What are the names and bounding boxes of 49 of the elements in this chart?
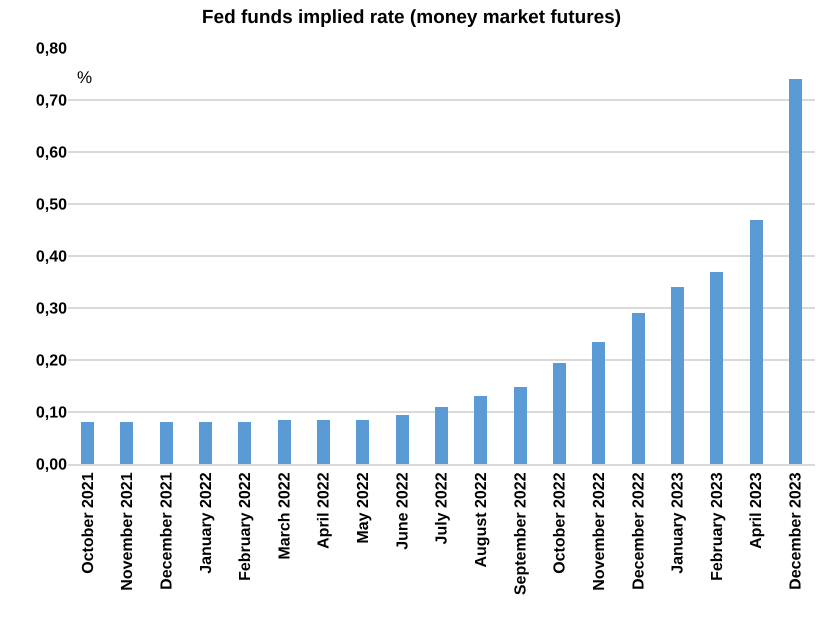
x-tick-label: December 2023 bbox=[788, 472, 805, 590]
y-tick-label: 0,60 bbox=[36, 144, 68, 162]
x-tick-label: April 2023 bbox=[748, 472, 766, 549]
chart-title: Fed funds implied rate (money market futures) bbox=[202, 6, 622, 28]
bar bbox=[750, 220, 763, 464]
bar bbox=[278, 420, 291, 464]
x-tick-label: October 2021 bbox=[80, 472, 97, 574]
x-tick-label: December 2022 bbox=[630, 472, 648, 590]
annotation: % bbox=[77, 68, 92, 87]
y-tick-label: 0,80 bbox=[36, 40, 68, 58]
bar bbox=[592, 342, 605, 464]
y-tick-label: 0,50 bbox=[36, 196, 68, 214]
y-tick-label: 0,40 bbox=[36, 248, 68, 266]
y-tick-label: 0,10 bbox=[36, 404, 68, 422]
x-tick-label: September 2022 bbox=[512, 472, 530, 596]
bar bbox=[514, 387, 527, 464]
bar bbox=[789, 79, 802, 464]
x-tick-label: October 2022 bbox=[552, 472, 569, 574]
y-tick-label: 0,20 bbox=[36, 352, 68, 370]
bar bbox=[160, 422, 173, 464]
x-tick-label: July 2022 bbox=[434, 472, 451, 544]
x-tick-label: December 2021 bbox=[158, 472, 176, 590]
bar bbox=[474, 396, 487, 464]
bar bbox=[553, 363, 566, 464]
bar bbox=[81, 422, 94, 464]
y-tick-label: 0,00 bbox=[36, 456, 68, 474]
bar bbox=[356, 420, 369, 464]
y-tick-label: 0,70 bbox=[36, 92, 68, 110]
x-tick-label: June 2022 bbox=[394, 472, 412, 550]
bar bbox=[396, 415, 409, 464]
x-tick-label: November 2021 bbox=[119, 472, 136, 591]
bar bbox=[710, 272, 723, 464]
x-tick-label: August 2022 bbox=[473, 472, 490, 568]
bar bbox=[435, 407, 448, 464]
bar bbox=[317, 420, 330, 464]
bar bbox=[671, 287, 684, 464]
x-tick-label: February 2023 bbox=[708, 472, 726, 581]
y-tick-label: 0,30 bbox=[36, 300, 68, 318]
bar bbox=[238, 422, 251, 464]
x-tick-label: January 2022 bbox=[198, 472, 215, 574]
x-tick-label: March 2022 bbox=[276, 472, 294, 560]
bar bbox=[120, 422, 133, 464]
bar bbox=[632, 313, 645, 464]
x-tick-label: November 2022 bbox=[590, 472, 608, 591]
bar bbox=[199, 422, 212, 464]
x-tick-label: January 2023 bbox=[670, 472, 687, 574]
x-tick-label: February 2022 bbox=[237, 472, 254, 581]
x-tick-label: April 2022 bbox=[316, 472, 333, 549]
x-tick-label: May 2022 bbox=[355, 472, 372, 544]
